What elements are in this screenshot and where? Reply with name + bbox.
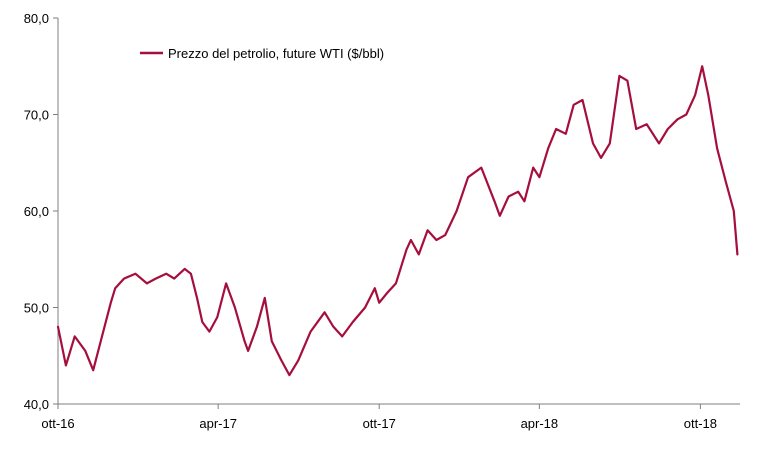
x-axis: ott-16 apr-17 ott-17 apr-18 ott-18: [41, 403, 740, 431]
legend: Prezzo del petrolio, future WTI ($/bbl): [140, 46, 384, 61]
series-line: [56, 65, 739, 377]
legend-label: Prezzo del petrolio, future WTI ($/bbl): [168, 46, 384, 61]
x-tick-label: apr-18: [521, 416, 559, 431]
y-axis: 40,0 50,0 60,0 70,0 80,0: [24, 11, 59, 412]
series-layer: [56, 65, 739, 377]
y-tick-label: 80,0: [24, 11, 49, 26]
x-tick-label: ott-18: [684, 416, 717, 431]
y-tick-label: 60,0: [24, 204, 49, 219]
y-tick-label: 50,0: [24, 301, 49, 316]
y-tick-label: 40,0: [24, 397, 49, 412]
x-tick-label: ott-17: [363, 416, 396, 431]
x-tick-label: ott-16: [41, 416, 74, 431]
x-tick-label: apr-17: [199, 416, 237, 431]
y-tick-label: 70,0: [24, 108, 49, 123]
